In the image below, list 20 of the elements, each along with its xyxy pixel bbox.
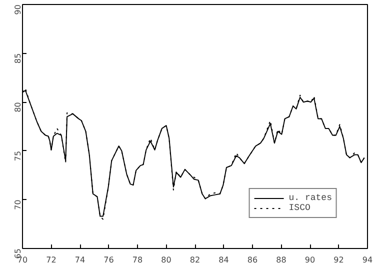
x-tick-label: 72 bbox=[46, 256, 56, 264]
x-tick-label: 84 bbox=[218, 256, 229, 264]
y-tick-label: 80 bbox=[14, 102, 22, 112]
x-tick-label: 82 bbox=[190, 256, 200, 264]
x-tick-label: 76 bbox=[104, 256, 114, 264]
y-tick-label: 65 bbox=[14, 248, 22, 259]
y-tick-label: 70 bbox=[14, 200, 22, 210]
x-tick-label: 94 bbox=[362, 256, 373, 264]
x-tick-label: 74 bbox=[74, 256, 86, 264]
x-tick-label: 90 bbox=[304, 256, 316, 264]
y-tick-label: 75 bbox=[14, 150, 22, 162]
y-tick-label: 90 bbox=[14, 4, 22, 15]
x-tick-label: 78 bbox=[132, 256, 143, 264]
x-tick-label: 86 bbox=[247, 256, 258, 264]
x-tick-label: 92 bbox=[334, 256, 344, 264]
x-tick-label: 88 bbox=[276, 256, 286, 264]
legend-label: u. rates bbox=[288, 193, 332, 203]
y-tick-label: 85 bbox=[14, 53, 22, 64]
legend-label: ISCO bbox=[288, 203, 310, 213]
x-tick-label: 80 bbox=[161, 256, 172, 264]
